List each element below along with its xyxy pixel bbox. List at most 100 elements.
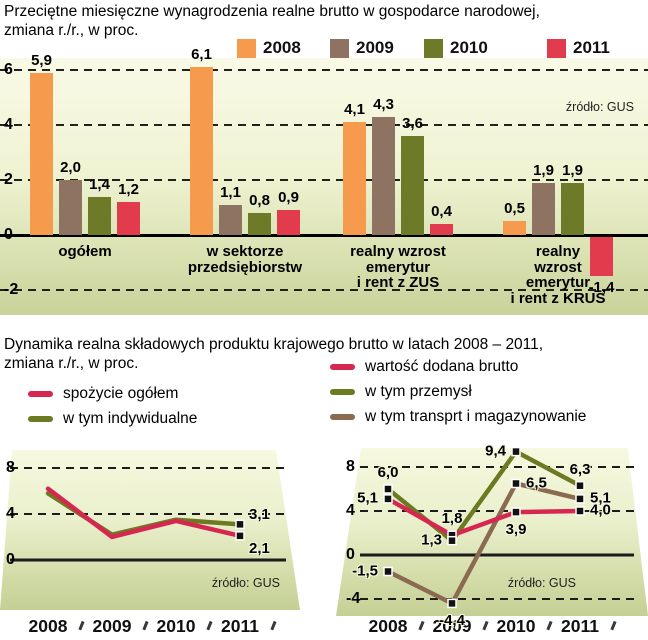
line-charts-title-line1: Dynamika realna składowych produktu kraj… [4,336,544,353]
bar-chart-title-line2: zmiana r./r., w proc. [4,22,139,39]
left-line-chart-legend: spożycie ogółem w tym indywidualne [28,384,197,434]
bar-2008-ogółem [30,72,53,235]
bar-2008-w sektorze przedsiębiorstw [190,67,213,235]
data-point-marker [235,519,245,530]
bar-2010-realny wzrost emerytur i rent z ZUS [401,136,424,235]
bar-chart-title-line1: Przeciętne miesięczne wynagrodzenia real… [4,3,540,20]
gridline--2 [0,289,648,291]
legend-label: wartość dodana brutto [365,357,519,375]
category-label: realny wzrost emerytur i rent z ZUS [350,243,446,291]
point-label: 6,5 [526,474,547,492]
point-label: 9,4 [485,442,506,460]
bar-2008-realny wzrost emerytur i rent z ZUS [343,122,366,235]
series-line [385,481,583,606]
legend-label: 2009 [356,38,394,57]
y-tick-label: 8 [6,459,15,476]
legend-label: w tym przemysł [365,382,472,400]
x-axis-year-label: 2009 [92,616,132,636]
line-charts-title: Dynamika realna składowych produktu kraj… [4,335,543,373]
y-tick-label: -4 [346,590,361,607]
bar-chart-legend: 2008 2009 2010 2011 [0,38,648,60]
series-line [45,486,243,540]
category-label: ogółem [58,243,112,260]
legend-item: spożycie ogółem [28,384,197,403]
left-line-chart-source: źródło: GUS [211,576,280,590]
bar-value-label: 6,1 [191,46,212,64]
point-label: 1,3 [421,531,442,549]
data-point-marker [447,598,457,609]
gridline-0 [0,233,648,237]
y-tick-label: 8 [346,458,355,475]
point-label: -1,5 [352,562,378,580]
point-label: 1,8 [441,510,463,528]
legend-item-2009: 2009 [330,38,394,58]
legend-line-swatch [330,388,355,395]
bar-chart-plot: źródło: GUS 6 4 2 0 -2 5,9 6,1 4,1 0,5 2,0 1,1 4,3 1… [0,47,648,315]
y-tick-label: 4 [346,502,355,519]
bar-value-label: 1,2 [118,181,139,198]
series-line [385,449,583,543]
legend-swatch-2009 [330,38,349,58]
y-tick-label: 0 [6,551,15,568]
legend-item: w tym przemysł [330,382,586,401]
data-point-marker [511,507,521,517]
legend-item: wartość dodana brutto [330,357,586,376]
legend-line-swatch [28,390,53,397]
bar-value-label: 2,0 [60,159,81,176]
left-line-chart-svg [10,467,286,562]
point-label: 2,1 [249,539,270,557]
point-label: 6,0 [377,464,399,481]
x-axis-year-label: 2009 [432,616,472,636]
bar-2009-realny wzrost emerytur i rent z ZUS [372,116,395,235]
y-tick-label: 4 [4,116,13,133]
bar-value-label: -1,4 [588,278,615,296]
gridline-6 [0,69,648,71]
y-tick-label: 0 [4,226,13,243]
x-axis-year-label: 2010 [156,616,196,636]
right-line-chart: źródło: GUS 8 4 0 -4 5,1 1,8 3,9 4,0 6,0 1,3 9,4 6,… [336,442,648,629]
data-point-marker [383,494,393,504]
x-axis-tick [610,620,617,631]
bar-2011-realny wzrost emerytur i rent z ZUS [430,224,453,235]
legend-swatch-2010 [424,38,443,58]
bar-2010-ogółem [88,196,111,235]
y-tick-label: 6 [4,61,13,78]
right-line-chart-source: źródło: GUS [507,576,576,590]
legend-label: 2008 [263,38,301,57]
bar-value-label: 1,9 [533,161,554,179]
point-label: 6,3 [569,460,591,478]
bar-2011-w sektorze przedsiębiorstw [277,210,300,235]
point-label: 3,1 [249,506,270,524]
x-axis-year-label: 2008 [28,616,68,636]
bar-value-label: 1,4 [89,175,110,193]
y-tick-label: 0 [346,546,355,563]
legend-label: w tym indywidualne [63,409,198,427]
legend-line-swatch [330,413,355,420]
legend-label: 2011 [573,38,610,57]
bar-value-label: 4,1 [344,101,365,119]
data-point-marker [575,494,585,504]
bar-value-label: 0,9 [278,189,299,207]
bar-value-label: 0,5 [504,200,525,218]
legend-item-2008: 2008 [237,38,301,58]
legend-line-swatch [28,415,53,422]
x-axis-year-label: 2011 [561,616,599,636]
right-line-chart-legend: wartość dodana brutto w tym przemysł w tym… [330,357,586,432]
bar-2009-realny wzrost emerytur i rent z KRUS [532,182,555,235]
data-point-marker [511,446,521,457]
bar-value-label: 1,1 [220,183,241,201]
bar-2009-w sektorze przedsiębiorstw [219,204,242,235]
bar-2010-realny wzrost emerytur i rent z KRUS [561,182,584,235]
legend-swatch-2008 [237,38,256,58]
legend-item: w tym transprt i magazynowanie [330,407,586,426]
legend-item-2011: 2011 [547,38,610,58]
category-label: w sektorze przedsiębiorstw [187,243,303,276]
data-point-marker [383,484,393,494]
bar-value-label: 0,8 [249,192,270,209]
x-axis-year-label: 2010 [496,616,536,636]
legend-item-2010: 2010 [424,38,488,58]
point-label: -4,4 [439,612,465,630]
left-line-chart-background [0,450,300,610]
y-tick-label: -2 [4,281,19,298]
